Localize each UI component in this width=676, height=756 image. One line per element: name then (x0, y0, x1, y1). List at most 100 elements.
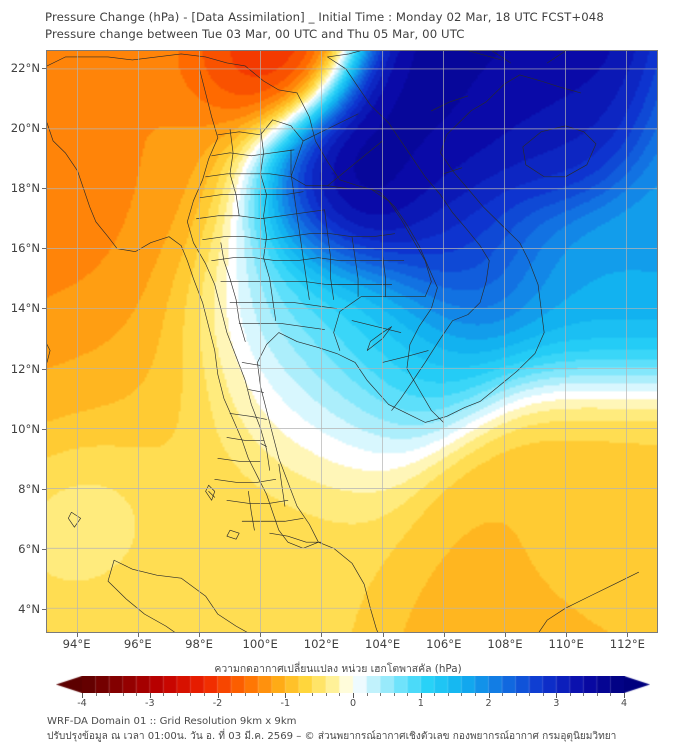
x-tick-mark (566, 633, 568, 637)
colorbar-caption: ความกดอากาศเปลี่ยนแปลง หน่วย เฮกโตพาสคัล… (214, 663, 462, 675)
colorbar-tick-label: 2 (485, 698, 492, 709)
footer-line-1: WRF-DA Domain 01 :: Grid Resolution 9km … (47, 716, 297, 727)
chart-title-block: Pressure Change (hPa) - [Data Assimilati… (45, 9, 665, 42)
x-tick-label: 112°E (609, 637, 646, 651)
colorbar-tick-label: -4 (77, 698, 87, 709)
x-tick-mark (260, 633, 262, 637)
title-line-1: Pressure Change (hPa) - [Data Assimilati… (45, 10, 604, 24)
x-tick-mark (443, 633, 445, 637)
colorbar-tick-label: 3 (553, 698, 560, 709)
y-tick-label: 10°N (10, 421, 40, 436)
colorbar-tick-label: -1 (280, 698, 291, 709)
colorbar-tick (556, 693, 558, 698)
y-tick-mark (42, 68, 46, 69)
colorbar-tick (569, 693, 571, 696)
colorbar-tick (610, 693, 612, 696)
colorbar-tick (529, 693, 531, 696)
footer-block: WRF-DA Domain 01 :: Grid Resolution 9km … (47, 714, 667, 744)
y-tick-mark (42, 248, 46, 250)
colorbar-tick (109, 693, 111, 696)
x-tick-mark (627, 633, 629, 637)
colorbar-tick (502, 693, 504, 696)
x-tick-label: 102°E (303, 637, 340, 651)
map-plot-area (46, 50, 658, 633)
colorbar-tick (596, 693, 598, 696)
x-tick-mark (199, 633, 200, 637)
x-tick-mark (382, 633, 384, 637)
x-tick-mark (505, 633, 506, 637)
colorbar-tick (271, 693, 273, 696)
x-tick-mark (321, 633, 323, 637)
colorbar-tick (488, 693, 490, 698)
colorbar-tick (244, 693, 246, 696)
y-tick-label: 18°N (10, 181, 40, 196)
y-tick-mark (42, 488, 46, 490)
colorbar-tick (474, 693, 476, 696)
x-tick-label: 108°E (487, 637, 523, 651)
y-tick-label: 20°N (10, 121, 40, 136)
colorbar: ความกดอากาศเปลี่ยนแปลง หน่วย เฮกโตพาสคัล… (0, 660, 676, 709)
colorbar-tick (298, 693, 300, 696)
colorbar-tick (231, 693, 233, 696)
colorbar-tick (176, 693, 178, 696)
colorbar-tick-label: 1 (417, 698, 424, 709)
y-tick-mark (42, 308, 46, 310)
x-tick-label: 106°E (426, 637, 462, 651)
y-tick-mark (42, 428, 46, 430)
x-tick-label: 110°E (548, 637, 584, 651)
y-tick-label: 6°N (18, 541, 40, 556)
y-tick-label: 4°N (18, 602, 40, 616)
colorbar-tick-label: 4 (620, 698, 628, 709)
colorbar-tick (434, 693, 436, 696)
title-line-2: Pressure change between Tue 03 Mar, 00 U… (45, 26, 465, 41)
colorbar-tick (420, 693, 422, 698)
colorbar-tick (258, 693, 260, 696)
colorbar-tick (339, 693, 341, 696)
x-tick-label: 98°E (185, 637, 213, 651)
colorbar-tick-label: -2 (212, 698, 223, 709)
y-tick-mark (42, 188, 46, 190)
colorbar-tick (190, 693, 192, 696)
y-tick-label: 22°N (10, 61, 40, 75)
colorbar-tick (285, 693, 287, 698)
y-tick-mark (42, 368, 46, 370)
colorbar-tick (203, 693, 205, 696)
colorbar-tick-label: -3 (145, 698, 155, 709)
x-tick-mark (76, 633, 78, 637)
y-tick-mark (42, 548, 46, 550)
colorbar-tick (542, 693, 544, 696)
y-tick-label: 12°N (10, 361, 40, 376)
x-tick-label: 100°E (242, 637, 278, 651)
y-tick-mark (42, 609, 46, 610)
colorbar-tick (217, 693, 219, 698)
colorbar-tick (95, 693, 97, 696)
colorbar-tick (366, 693, 368, 696)
colorbar-tick (583, 693, 585, 696)
colorbar-tick (353, 693, 354, 698)
colorbar-tick (163, 693, 165, 696)
x-tick-label: 96°E (123, 637, 152, 651)
x-tick-mark (137, 633, 139, 637)
colorbar-tick (393, 693, 395, 696)
colorbar-tick (515, 693, 517, 696)
colorbar-tick (136, 693, 138, 696)
colorbar-tick (312, 693, 314, 696)
y-tick-label: 8°N (18, 481, 40, 496)
colorbar-tick (447, 693, 449, 696)
x-tick-label: 94°E (62, 637, 91, 651)
colorbar-tick (149, 693, 151, 698)
colorbar-tick (461, 693, 463, 696)
colorbar-tick (380, 693, 382, 696)
colorbar-tick-label: 0 (349, 698, 357, 709)
colorbar-tick (325, 693, 327, 696)
y-tick-label: 14°N (10, 301, 40, 316)
y-tick-label: 16°N (10, 241, 40, 256)
x-tick-label: 104°E (364, 637, 401, 651)
y-tick-mark (42, 128, 46, 130)
colorbar-tick (82, 693, 83, 698)
colorbar-tick (624, 693, 625, 698)
footer-line-2: ปรับปรุงข้อมูล ณ เวลา 01:00น. วัน อ. ที่… (47, 731, 617, 742)
pressure-change-field (47, 51, 657, 632)
colorbar-tick (407, 693, 409, 696)
colorbar-tick (122, 693, 124, 696)
